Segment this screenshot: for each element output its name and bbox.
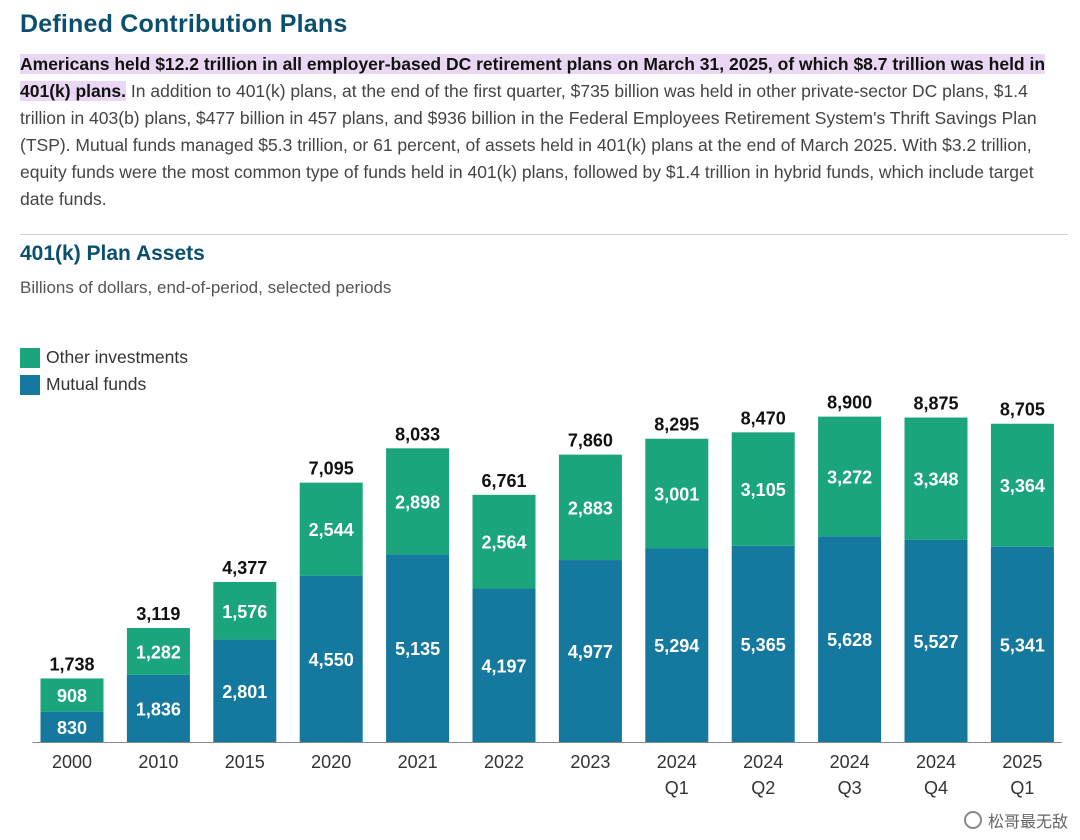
x-tick-label: Q1	[665, 778, 689, 798]
x-tick-label: 2010	[138, 752, 178, 772]
bar-segment-other-investments	[731, 432, 795, 546]
intro-paragraph: Americans held $12.2 trillion in all emp…	[20, 51, 1050, 213]
page-title: Defined Contribution Plans	[20, 10, 348, 38]
x-tick-label: 2025	[1002, 752, 1042, 772]
x-tick-label: Q4	[924, 778, 948, 798]
data-label-mutual-funds: 1,836	[136, 699, 181, 719]
data-label-other-investments: 1,282	[136, 642, 181, 662]
data-label-other-investments: 2,898	[395, 492, 440, 512]
bar-segment-mutual-funds	[472, 588, 536, 742]
x-tick-label: 2024	[916, 752, 956, 772]
data-label-mutual-funds: 5,628	[827, 630, 872, 650]
x-tick-label: 2000	[52, 752, 92, 772]
bar-segment-mutual-funds	[40, 711, 104, 742]
data-label-other-investments: 2,544	[309, 520, 354, 540]
x-tick-label: 2021	[398, 752, 438, 772]
data-label-other-investments: 3,272	[827, 467, 872, 487]
bar-segment-mutual-funds	[990, 546, 1054, 742]
total-label: 3,119	[136, 604, 180, 624]
total-label: 8,900	[827, 393, 872, 413]
data-label-mutual-funds: 5,135	[395, 639, 440, 659]
total-label: 8,705	[1000, 400, 1045, 420]
bar-segment-mutual-funds	[299, 575, 363, 742]
bar-segment-other-investments	[299, 482, 363, 576]
x-tick-label: 2020	[311, 752, 351, 772]
bar-segment-other-investments	[126, 628, 190, 675]
x-tick-label: 2015	[225, 752, 265, 772]
x-tick-label: 2024	[743, 752, 783, 772]
data-label-other-investments: 3,105	[741, 480, 786, 500]
bar-segment-other-investments	[558, 454, 622, 561]
total-label: 7,095	[309, 459, 354, 479]
data-label-other-investments: 3,348	[913, 470, 958, 490]
data-label-mutual-funds: 4,197	[481, 656, 526, 676]
bar-segment-other-investments	[990, 423, 1054, 547]
data-label-mutual-funds: 4,550	[309, 650, 354, 670]
total-label: 1,738	[49, 654, 94, 674]
chart-subtitle: Billions of dollars, end-of-period, sele…	[20, 278, 392, 297]
bar-segment-other-investments	[40, 678, 104, 712]
data-label-other-investments: 3,001	[654, 485, 699, 505]
x-tick-label: 2024	[830, 752, 870, 772]
total-label: 8,875	[913, 394, 958, 414]
bar-segment-other-investments	[645, 438, 709, 549]
bar-segment-other-investments	[386, 448, 450, 555]
total-label: 4,377	[222, 558, 267, 578]
legend-item-mutual-funds: Mutual funds	[20, 371, 188, 398]
intro-rest: In addition to 401(k) plans, at the end …	[20, 81, 1037, 209]
bar-segment-mutual-funds	[386, 554, 450, 742]
data-label-other-investments: 2,883	[568, 498, 613, 518]
watermark-text: 松哥最无敌	[987, 814, 1068, 831]
chart-legend: Other investments Mutual funds	[20, 344, 188, 398]
bar-segment-mutual-funds	[126, 674, 190, 742]
bar-segment-other-investments	[213, 581, 277, 640]
x-tick-label: 2024	[657, 752, 697, 772]
total-label: 8,295	[654, 415, 699, 435]
x-tick-label: Q2	[751, 778, 775, 798]
bar-segment-mutual-funds	[904, 539, 968, 742]
data-label-mutual-funds: 5,341	[1000, 635, 1045, 655]
bar-segment-mutual-funds	[818, 536, 882, 742]
bar-segment-other-investments	[472, 494, 536, 589]
chart-title: 401(k) Plan Assets	[20, 242, 205, 265]
data-label-mutual-funds: 5,294	[654, 636, 699, 656]
data-label-mutual-funds: 2,801	[222, 682, 267, 702]
x-tick-label: 2023	[570, 752, 610, 772]
data-label-other-investments: 1,576	[222, 602, 267, 622]
data-label-mutual-funds: 5,365	[741, 635, 786, 655]
data-label-mutual-funds: 5,527	[913, 632, 958, 652]
total-label: 8,470	[741, 408, 786, 428]
bar-segment-other-investments	[818, 416, 882, 537]
data-label-mutual-funds: 830	[57, 718, 87, 738]
data-label-other-investments: 908	[57, 686, 87, 706]
data-label-other-investments: 2,564	[481, 533, 526, 553]
total-label: 7,860	[568, 431, 613, 451]
data-label-other-investments: 3,364	[1000, 476, 1045, 496]
watermark: 松哥最无敌	[963, 808, 1068, 832]
section-divider	[20, 234, 1068, 235]
bar-segment-mutual-funds	[213, 639, 277, 742]
bar-segment-mutual-funds	[731, 545, 795, 742]
total-label: 8,033	[395, 424, 440, 444]
data-label-mutual-funds: 4,977	[568, 642, 613, 662]
x-tick-label: 2022	[484, 752, 524, 772]
legend-swatch-other-investments	[20, 347, 40, 368]
legend-label-other-investments: Other investments	[46, 347, 188, 367]
bar-segment-other-investments	[904, 417, 968, 540]
legend-swatch-mutual-funds	[20, 374, 40, 395]
x-tick-label: Q1	[1010, 778, 1034, 798]
legend-label-mutual-funds: Mutual funds	[46, 374, 147, 394]
bar-segment-mutual-funds	[645, 548, 709, 742]
legend-item-other-investments: Other investments	[20, 344, 188, 371]
x-tick-label: Q3	[838, 778, 862, 798]
bar-segment-mutual-funds	[558, 560, 622, 742]
total-label: 6,761	[481, 471, 526, 491]
watermark-logo-icon	[963, 811, 982, 829]
